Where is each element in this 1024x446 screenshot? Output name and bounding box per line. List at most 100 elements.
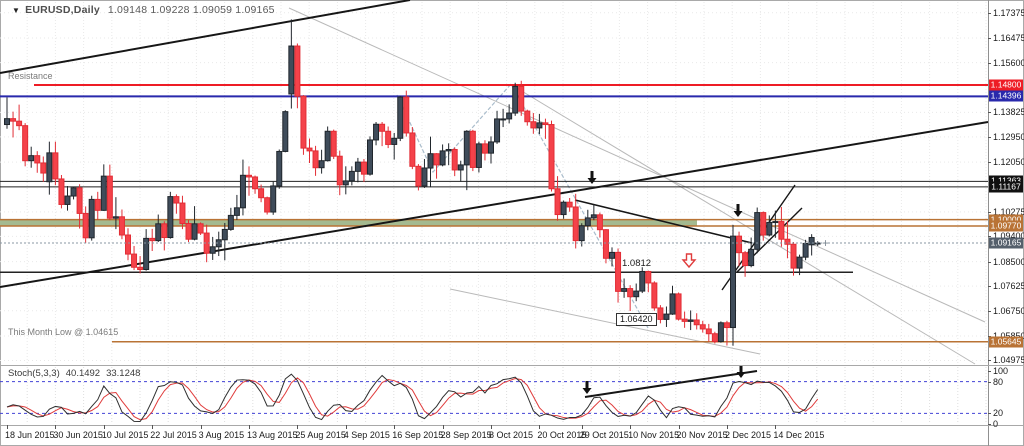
candle-bullish xyxy=(221,228,228,241)
candle-bullish xyxy=(367,139,373,175)
candle-bullish xyxy=(512,85,519,114)
candle-bearish xyxy=(784,238,791,245)
gray-trendline[interactable] xyxy=(509,83,976,365)
candle-bearish xyxy=(705,328,712,335)
candle-bullish xyxy=(227,214,234,230)
candle-bearish xyxy=(76,187,83,214)
candle-bullish xyxy=(354,161,361,172)
candle-bullish xyxy=(167,196,174,239)
candle-bullish xyxy=(475,143,482,168)
candle-bullish xyxy=(88,198,95,239)
candle-bullish xyxy=(391,137,398,145)
candle-bearish xyxy=(723,322,730,329)
candle-bearish xyxy=(645,270,652,284)
candle-bearish xyxy=(246,174,252,178)
candle-bearish xyxy=(469,130,476,168)
gray-trendline[interactable] xyxy=(288,7,986,323)
candle-bearish xyxy=(52,152,59,180)
red-down-arrow-icon[interactable] xyxy=(681,253,697,269)
candle-bearish xyxy=(657,307,664,320)
candle-bullish xyxy=(687,319,694,322)
candle-bullish xyxy=(584,217,591,227)
candle-bullish xyxy=(191,223,198,240)
down-arrow-icon[interactable] xyxy=(733,204,743,217)
candle-bullish xyxy=(754,212,761,250)
candle-bearish xyxy=(548,124,555,190)
candle-bullish xyxy=(100,175,107,211)
candle-bullish xyxy=(342,180,349,186)
candle-bearish xyxy=(294,45,301,97)
black-trendline[interactable] xyxy=(0,121,989,288)
support-zone-rectangle[interactable] xyxy=(0,219,697,227)
candle-bullish xyxy=(494,118,501,143)
candle-bearish xyxy=(252,176,259,190)
candle-bearish xyxy=(530,121,537,129)
candle-bullish xyxy=(609,251,615,259)
candle-bullish xyxy=(4,118,10,126)
candle-bearish xyxy=(542,122,549,126)
candle-bearish xyxy=(602,229,609,259)
candle-bearish xyxy=(409,132,416,167)
black-trendline[interactable] xyxy=(574,199,753,244)
candle-bearish xyxy=(451,148,458,171)
candle-bullish xyxy=(348,170,355,182)
down-arrow-icon[interactable] xyxy=(587,171,597,184)
candle-bearish xyxy=(385,130,392,145)
stoch-down-arrow-icon[interactable] xyxy=(582,381,592,394)
candle-bearish xyxy=(778,221,785,240)
candle-bullish xyxy=(639,270,646,292)
candle-bearish xyxy=(125,234,131,255)
stoch-down-arrow-icon[interactable] xyxy=(736,365,746,378)
candle-bullish xyxy=(463,130,470,166)
candle-bearish xyxy=(736,235,743,254)
candle-bullish xyxy=(282,111,289,152)
candle-bullish xyxy=(633,290,640,298)
candle-bearish xyxy=(518,85,525,112)
candle-bullish xyxy=(318,160,325,169)
candle-bearish xyxy=(137,266,144,271)
candle-bearish xyxy=(627,288,634,298)
candle-bearish xyxy=(379,123,386,132)
candle-bearish xyxy=(161,223,168,239)
candle-bullish xyxy=(64,195,71,205)
candle-bearish xyxy=(760,212,767,236)
candle-bullish xyxy=(590,214,597,219)
candle-bearish xyxy=(312,150,319,169)
candle-bearish xyxy=(790,243,797,269)
gray-trendline[interactable] xyxy=(449,288,761,355)
black-trendline[interactable] xyxy=(0,0,411,74)
candle-bullish xyxy=(717,322,724,343)
candle-bearish xyxy=(118,216,125,236)
candle-bearish xyxy=(566,201,573,208)
zigzag-line[interactable] xyxy=(396,82,649,329)
candle-bearish xyxy=(596,214,603,231)
candle-bearish xyxy=(403,96,410,134)
candle-bearish xyxy=(300,95,307,149)
stoch-trendline[interactable] xyxy=(584,370,758,398)
candle-bullish xyxy=(239,174,246,209)
candle-bullish xyxy=(373,123,380,141)
candle-bullish xyxy=(112,216,119,219)
candle-bearish xyxy=(94,198,101,211)
candle-bullish xyxy=(560,201,567,216)
candle-bullish xyxy=(397,96,404,139)
candle-bearish xyxy=(415,165,422,187)
candle-bearish xyxy=(34,155,41,164)
stoch-main-line xyxy=(6,373,819,422)
candle-bearish xyxy=(675,293,682,320)
candle-bullish xyxy=(143,237,150,271)
candle-bullish xyxy=(70,187,77,197)
candle-bullish xyxy=(288,45,295,95)
candle-bearish xyxy=(185,223,192,240)
candle-bullish xyxy=(663,313,670,320)
candle-bullish xyxy=(46,152,53,183)
candle-bearish xyxy=(336,155,343,186)
candle-bearish xyxy=(699,324,706,330)
candle-bearish xyxy=(651,282,658,309)
candle-bullish xyxy=(233,207,240,216)
candle-bullish xyxy=(270,185,277,213)
candle-bullish xyxy=(766,221,773,236)
candle-bearish xyxy=(572,206,579,242)
